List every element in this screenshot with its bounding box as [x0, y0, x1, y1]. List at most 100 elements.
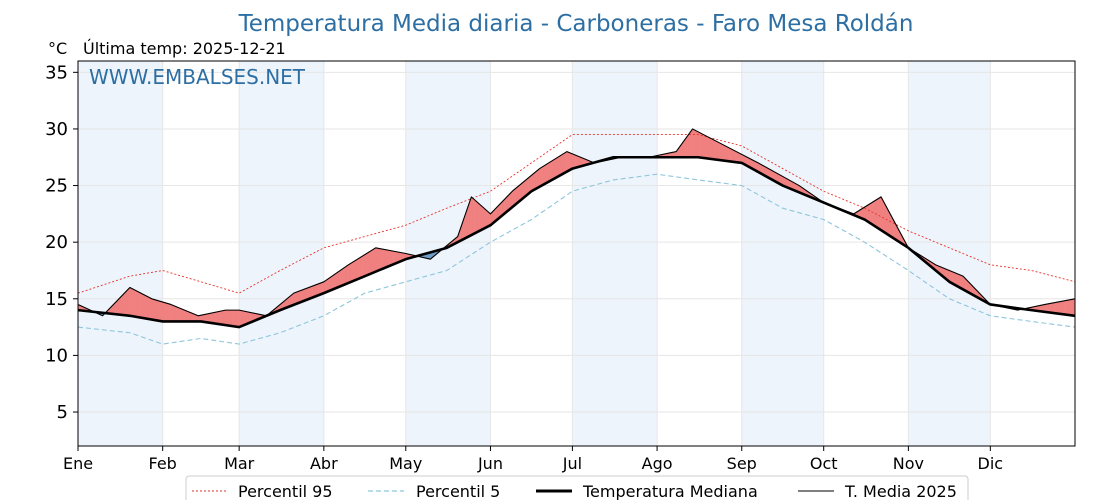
legend-label-p5: Percentil 5 — [416, 482, 500, 500]
anomaly-fill-above — [222, 309, 226, 326]
anomaly-fill-above — [367, 250, 371, 276]
anomaly-fill-above — [730, 148, 734, 163]
anomaly-fill-above — [154, 299, 158, 321]
anomaly-fill-above — [547, 161, 551, 183]
series-lines — [77, 128, 1076, 345]
anomaly-fill-above — [719, 142, 723, 161]
anomaly-fill-above — [238, 309, 243, 328]
anomaly-fill-above — [378, 248, 382, 271]
anomaly-fill-above — [1055, 301, 1059, 314]
anomaly-fill-above — [159, 300, 163, 322]
series-line-p95 — [77, 134, 1076, 294]
anomaly-fill-above — [533, 170, 538, 191]
x-tick-label-dic: Dic — [978, 454, 1004, 473]
anomaly-fill-above — [340, 268, 344, 287]
anomaly-fill-above — [542, 164, 546, 186]
anomaly-fill-above — [1058, 301, 1062, 315]
anomaly-fill-above — [692, 128, 696, 158]
anomaly-fill-above — [126, 286, 131, 317]
anomaly-fill-above — [233, 309, 237, 327]
anomaly-fill-above — [544, 163, 549, 185]
legend-label-median: Temperatura Mediana — [582, 482, 758, 500]
legend-label-p95: Percentil 95 — [238, 482, 333, 500]
anomaly-fill-above — [1063, 300, 1068, 315]
anomaly-fill-above — [1066, 299, 1070, 316]
anomaly-fill-above — [140, 292, 144, 319]
month-band — [741, 61, 824, 446]
anomaly-fill-above — [334, 271, 338, 289]
anomaly-fill-above — [236, 309, 240, 328]
anomaly-fill-above — [137, 291, 142, 318]
anomaly-fill-above — [337, 270, 341, 288]
anomaly-fill-above — [722, 144, 726, 162]
anomaly-fill-above — [348, 262, 352, 284]
anomaly-fill-above — [214, 311, 218, 325]
month-band — [239, 61, 324, 446]
anomaly-fill-above — [727, 147, 732, 162]
anomaly-fill-above — [129, 287, 133, 317]
y-tick-label: 15 — [45, 289, 68, 310]
anomaly-fill-above — [479, 203, 483, 232]
y-tick-label: 30 — [45, 119, 68, 140]
anomaly-fill-above — [1061, 300, 1065, 315]
anomaly-fill-above — [1069, 299, 1073, 316]
anomaly-fill-above — [375, 247, 379, 272]
anomaly-fill-above — [225, 309, 229, 326]
anomaly-fill-above — [703, 134, 707, 159]
anomaly-fill-above — [1052, 302, 1057, 314]
anomaly-fill-above — [342, 266, 346, 286]
anomaly-fill-above — [572, 153, 576, 169]
anomaly-fill-above — [714, 139, 718, 160]
anomaly-fill-above — [386, 249, 390, 268]
anomaly-fill-above — [146, 295, 150, 320]
legend: Percentil 95 Percentil 5 Temperatura Med… — [185, 475, 969, 500]
anomaly-fill-above — [178, 307, 182, 322]
x-axis-ticks: Ene Feb Mar Abr May Jun Jul Ago Sep Oct Nov Dic — [63, 446, 1003, 473]
y-tick-label: 25 — [45, 176, 68, 197]
anomaly-fill-above — [165, 302, 169, 322]
anomaly-fill-above — [230, 309, 234, 327]
anomaly-fill-above — [121, 292, 125, 316]
x-tick-label-feb: Feb — [149, 454, 177, 473]
anomaly-fill-above — [383, 249, 387, 269]
anomaly-fill-above — [484, 208, 488, 229]
anomaly-fill-above — [184, 309, 188, 322]
anomaly-fill-above — [124, 289, 128, 316]
chart-title: Temperatura Media diaria - Carboneras - … — [238, 11, 914, 37]
anomaly-fill-above — [708, 137, 712, 160]
anomaly-fill-above — [356, 257, 360, 280]
series-line-p5 — [77, 173, 1076, 345]
anomaly-fill-above — [550, 159, 554, 181]
unit-label: °C — [48, 39, 67, 58]
anomaly-fill-above — [219, 310, 223, 325]
anomaly-fill-above — [700, 132, 704, 159]
anomaly-fill-above — [471, 196, 475, 236]
anomaly-fill-above — [176, 306, 180, 322]
anomaly-fill-above — [558, 154, 562, 177]
anomaly-fill-above — [706, 135, 710, 159]
anomaly-fill-above — [345, 264, 349, 285]
anomaly-fill-above — [553, 158, 557, 180]
anomaly-fill-above — [566, 151, 570, 172]
anomaly-fill-above — [132, 288, 136, 317]
month-band — [405, 61, 491, 446]
legend-label-current: T. Media 2025 — [844, 482, 957, 500]
anomaly-fill-above — [217, 311, 221, 325]
x-tick-label-may: May — [389, 454, 422, 473]
month-band — [78, 61, 163, 446]
anomaly-fill-above — [359, 255, 363, 279]
y-tick-label: 10 — [45, 345, 68, 366]
anomaly-fill-above — [482, 206, 486, 230]
anomaly-fill-above — [143, 294, 147, 319]
grid-lines — [77, 61, 1075, 446]
legend-box — [185, 475, 969, 500]
anomaly-fills — [77, 128, 1076, 328]
month-band — [572, 61, 658, 446]
anomaly-fill-above — [170, 304, 174, 322]
anomaly-fill-above — [157, 300, 161, 322]
anomaly-fill-above — [162, 301, 166, 322]
anomaly-fill-above — [135, 289, 139, 318]
last-temp-label: Última temp: 2025-12-21 — [83, 39, 286, 58]
watermark: WWW.EMBALSES.NET — [89, 65, 306, 89]
